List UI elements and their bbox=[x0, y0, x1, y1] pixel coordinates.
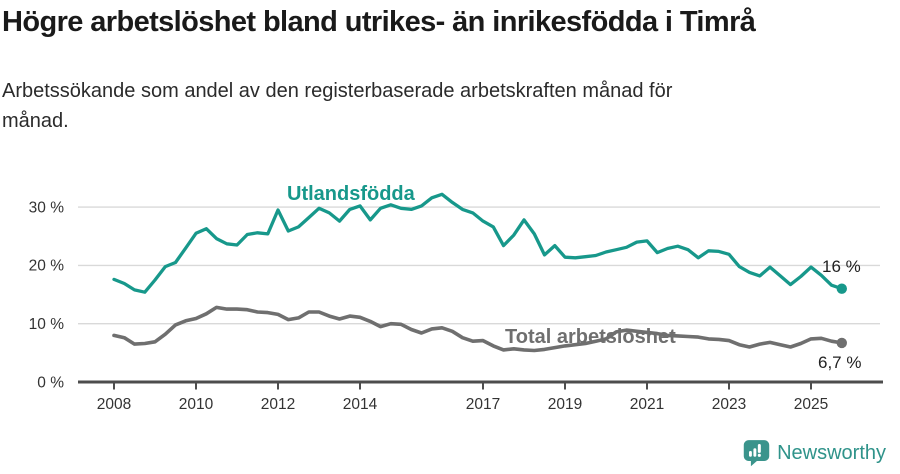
x-axis-tick-label: 2023 bbox=[712, 396, 746, 413]
x-axis-tick-label: 2014 bbox=[343, 396, 378, 413]
newsworthy-logo: Newsworthy bbox=[743, 438, 886, 468]
chart-subtitle-line2: månad. bbox=[2, 110, 69, 132]
series-end-value-label: 16 % bbox=[822, 257, 861, 276]
chart-subtitle-line1: Arbetssökande som andel av den registerb… bbox=[2, 80, 673, 102]
x-axis-tick-label: 2010 bbox=[179, 396, 214, 413]
x-axis-tick-label: 2017 bbox=[466, 396, 500, 413]
x-axis-tick-label: 2019 bbox=[548, 396, 582, 413]
y-axis-tick-label: 30 % bbox=[29, 199, 65, 216]
y-axis-tick-label: 0 % bbox=[37, 374, 64, 391]
x-axis-tick-label: 2025 bbox=[794, 396, 828, 413]
series-end-dot bbox=[836, 283, 847, 294]
y-axis-tick-label: 10 % bbox=[29, 316, 65, 333]
newsworthy-wordmark: Newsworthy bbox=[777, 441, 886, 464]
y-axis-tick-label: 20 % bbox=[29, 258, 65, 275]
line-chart: 0 % 10 % 20 % 30 % 2008 2010 2012 2014 2017 2019 2… bbox=[0, 160, 900, 435]
series-end-dot bbox=[836, 337, 847, 349]
x-axis-tick-label: 2008 bbox=[97, 396, 131, 413]
unemployment-line-chart-svg: 0 % 10 % 20 % 30 % 2008 2010 2012 2014 2017 2019 2… bbox=[29, 183, 883, 413]
series-end-value-label: 6,7 % bbox=[818, 353, 861, 372]
series-line-total-arbetsloshet bbox=[112, 305, 844, 353]
chart-subtitle: Arbetssökande som andel av den registerb… bbox=[2, 76, 842, 136]
series-inline-label: Total arbetslöshet bbox=[505, 326, 676, 348]
x-axis-tick-label: 2021 bbox=[630, 396, 664, 413]
chart-title: Högre arbetslöshet bland utrikes- än inr… bbox=[2, 6, 756, 38]
x-axis-tick-label: 2012 bbox=[261, 396, 295, 413]
series-inline-label: Utlandsfödda bbox=[287, 183, 416, 205]
series-line-utlandsfodda bbox=[112, 192, 844, 294]
newsworthy-icon bbox=[743, 440, 770, 467]
